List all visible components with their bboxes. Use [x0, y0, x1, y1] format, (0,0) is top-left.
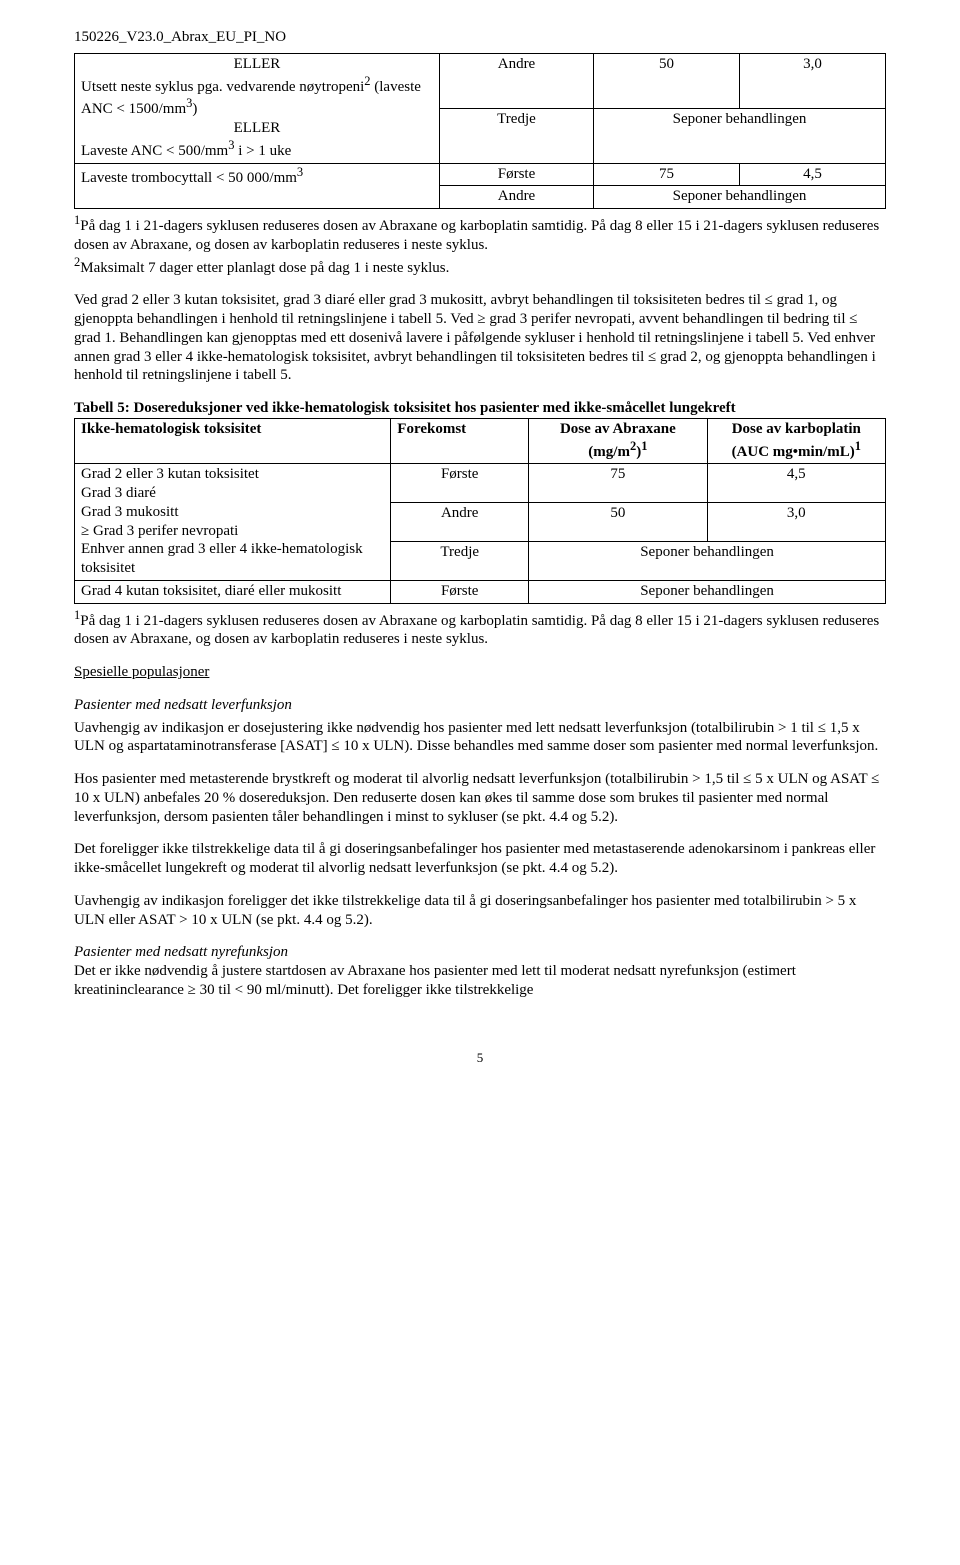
t2-h4a: Dose av karboplatin (AUC mg•min/mL) [732, 421, 861, 460]
t2-l5: Enhver annen grad 3 eller 4 ikke-hematol… [81, 540, 384, 578]
fn1-a: På dag 1 i 21-dagers syklusen reduseres … [74, 218, 879, 253]
table-1: ELLER Utsett neste syklus pga. vedvarend… [74, 53, 886, 209]
t1-l3a: Laveste ANC < 500/mm [81, 143, 228, 159]
t2-h3-sup1: 1 [641, 439, 647, 453]
t2-h3a: Dose av Abraxane (mg/m [560, 421, 676, 460]
t1-left-block-2: Laveste trombocyttall < 50 000/mm3 [75, 163, 440, 209]
fn2-text: På dag 1 i 21-dagers syklusen reduseres … [74, 613, 879, 648]
t1-l1b: Utsett neste syklus pga. vedvarende nøyt… [81, 79, 364, 95]
t2-h3: Dose av Abraxane (mg/m2)1 [529, 418, 707, 464]
t2-r2c3: 3,0 [707, 503, 885, 542]
lever-p1: Uavhengig av indikasjon er dosejustering… [74, 719, 886, 757]
t2-r4c23: Seponer behandlingen [529, 580, 886, 603]
footnote-2: 1På dag 1 i 21-dagers syklusen reduseres… [74, 608, 886, 650]
page-number: 5 [74, 1050, 886, 1066]
table2-title: Tabell 5: Dosereduksjoner ved ikke-hemat… [74, 399, 886, 418]
table-2: Ikke-hematologisk toksisitet Forekomst D… [74, 418, 886, 604]
t1-r1c2: 50 [594, 53, 740, 108]
t1-r1c3: 3,0 [740, 53, 886, 108]
t1-r3c1: Første [439, 163, 593, 186]
lever-p3: Det foreligger ikke tilstrekkelige data … [74, 840, 886, 878]
footnote-1: 1På dag 1 i 21-dagers syklusen reduseres… [74, 213, 886, 277]
t2-l1: Grad 2 eller 3 kutan toksisitet [81, 465, 384, 484]
lever-p2: Hos pasienter med metasterende brystkref… [74, 770, 886, 826]
para-1: Ved grad 2 eller 3 kutan toksisitet, gra… [74, 291, 886, 385]
t2-h4: Dose av karboplatin (AUC mg•min/mL)1 [707, 418, 885, 464]
t2-l4: ≥ Grad 3 perifer nevropati [81, 522, 384, 541]
t2-r1c2: 75 [529, 464, 707, 503]
nyre-title: Pasienter med nedsatt nyrefunksjon [74, 943, 886, 962]
t1-l3b: i > 1 uke [234, 143, 291, 159]
t2-r3c23: Seponer behandlingen [529, 541, 886, 580]
t2-left2: Grad 4 kutan toksisitet, diaré eller muk… [75, 580, 391, 603]
t2-l3: Grad 3 mukositt [81, 503, 384, 522]
t1-r3c3: 4,5 [740, 163, 886, 186]
t1-r3c2: 75 [594, 163, 740, 186]
t1-r1c1: Andre [439, 53, 593, 108]
t2-r2c1: Andre [391, 503, 529, 542]
header-code: 150226_V23.0_Abrax_EU_PI_NO [74, 28, 886, 47]
t2-left-block-1: Grad 2 eller 3 kutan toksisitet Grad 3 d… [75, 464, 391, 581]
lever-title: Pasienter med nedsatt leverfunksjon [74, 696, 886, 715]
t2-r1c1: Første [391, 464, 529, 503]
t2-r1c3: 4,5 [707, 464, 885, 503]
lever-p4: Uavhengig av indikasjon foreligger det i… [74, 892, 886, 930]
t2-h1: Ikke-hematologisk toksisitet [75, 418, 391, 464]
t2-r4c1: Første [391, 580, 529, 603]
sup-3c: 3 [297, 165, 303, 179]
t1-l1d: ) [192, 101, 197, 117]
nyre-p1: Det er ikke nødvendig å justere startdos… [74, 962, 886, 1000]
t2-h2: Forekomst [391, 418, 529, 464]
t1-left2: Laveste trombocyttall < 50 000/mm [81, 170, 297, 186]
t1-r2c1: Tredje [439, 108, 593, 163]
fn1-b: Maksimalt 7 dager etter planlagt dose på… [80, 260, 449, 276]
t2-h4-sup1: 1 [855, 439, 861, 453]
t2-l2: Grad 3 diaré [81, 484, 384, 503]
spesielle-heading: Spesielle populasjoner [74, 663, 886, 682]
t1-eller-2: ELLER [81, 119, 433, 138]
t1-eller-1: ELLER [81, 55, 433, 74]
t1-r4c1: Andre [439, 186, 593, 209]
t2-r3c1: Tredje [391, 541, 529, 580]
t1-r2c23: Seponer behandlingen [594, 108, 886, 163]
t1-left-block-1: ELLER Utsett neste syklus pga. vedvarend… [75, 53, 440, 163]
t2-r2c2: 50 [529, 503, 707, 542]
t1-r4c23: Seponer behandlingen [594, 186, 886, 209]
